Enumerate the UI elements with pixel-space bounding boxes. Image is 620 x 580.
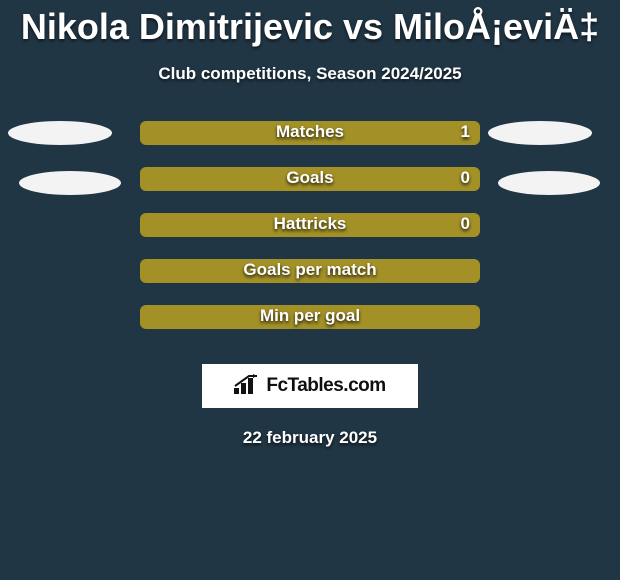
bar-fill (140, 121, 480, 145)
comparison-card: Nikola Dimitrijevic vs MiloÅ¡eviÄ‡ Club … (0, 0, 620, 448)
right-ellipse (498, 171, 600, 195)
stat-row: Goals0 (0, 166, 620, 212)
logo-icon (234, 374, 260, 399)
bar-fill (140, 167, 480, 191)
left-ellipse (8, 121, 112, 145)
bar-fill (140, 259, 480, 283)
stat-row: Matches1 (0, 120, 620, 166)
logo-box: FcTables.com (202, 364, 418, 408)
right-ellipse (488, 121, 592, 145)
stat-row: Goals per match (0, 258, 620, 304)
stat-rows: Matches1Goals0Hattricks0Goals per matchM… (0, 120, 620, 350)
left-ellipse (19, 171, 121, 195)
page-title: Nikola Dimitrijevic vs MiloÅ¡eviÄ‡ (0, 6, 620, 48)
date-label: 22 february 2025 (0, 428, 620, 448)
subtitle: Club competitions, Season 2024/2025 (0, 64, 620, 84)
stat-row: Min per goal (0, 304, 620, 350)
logo-text: FcTables.com (266, 375, 385, 397)
bar-fill (140, 213, 480, 237)
stat-row: Hattricks0 (0, 212, 620, 258)
bar-fill (140, 305, 480, 329)
